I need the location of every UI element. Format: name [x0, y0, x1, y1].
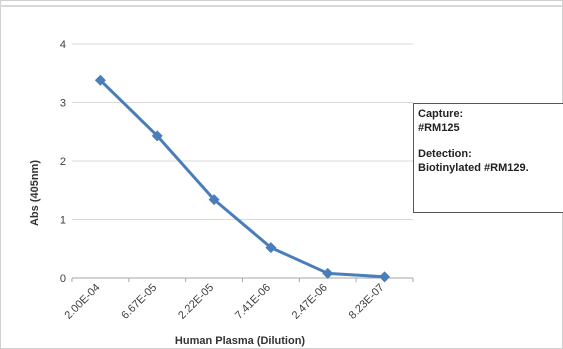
detection-label: Detection: — [418, 148, 472, 160]
x-tick-labels: 2.00E-04 6.67E-05 2.22E-05 7.41E-06 2.47E-06… — [62, 282, 386, 322]
y-axis-title: Abs (405nm) — [29, 160, 41, 226]
series-line-path — [99, 79, 385, 279]
axes — [71, 277, 414, 282]
y-tick-label: 3 — [60, 98, 66, 110]
y-tick-label: 0 — [60, 273, 66, 285]
y-tick-label: 4 — [60, 39, 66, 51]
capture-label: Capture: — [418, 108, 464, 120]
gridlines — [72, 43, 413, 220]
data-point-marker — [322, 267, 334, 279]
top-divider — [0, 5, 563, 7]
x-tick-label: 2.22E-05 — [176, 282, 216, 322]
assay-annotation-box: Capture: #RM125 Detection: Biotinylated … — [413, 103, 563, 213]
y-tick-labels: 0 1 2 3 4 — [60, 39, 66, 285]
x-tick-label: 2.47E-06 — [290, 282, 330, 322]
detection-value: Biotinylated #RM129. — [418, 162, 529, 174]
data-point-marker — [94, 74, 106, 86]
data-point-marker — [208, 194, 220, 206]
x-axis-title: Human Plasma (Dilution) — [175, 335, 306, 347]
data-point-marker — [151, 130, 163, 142]
data-point-marker — [379, 271, 391, 283]
series-line — [99, 79, 385, 279]
y-tick-label: 2 — [60, 156, 66, 168]
x-tick-label: 6.67E-05 — [119, 282, 159, 322]
data-markers — [94, 74, 391, 283]
x-tick-label: 8.23E-07 — [347, 282, 387, 322]
capture-value: #RM125 — [418, 122, 460, 134]
x-tick-label: 2.00E-04 — [62, 282, 102, 322]
y-tick-label: 1 — [60, 215, 66, 227]
data-point-marker — [265, 242, 277, 254]
x-tick-label: 7.41E-06 — [233, 282, 273, 322]
